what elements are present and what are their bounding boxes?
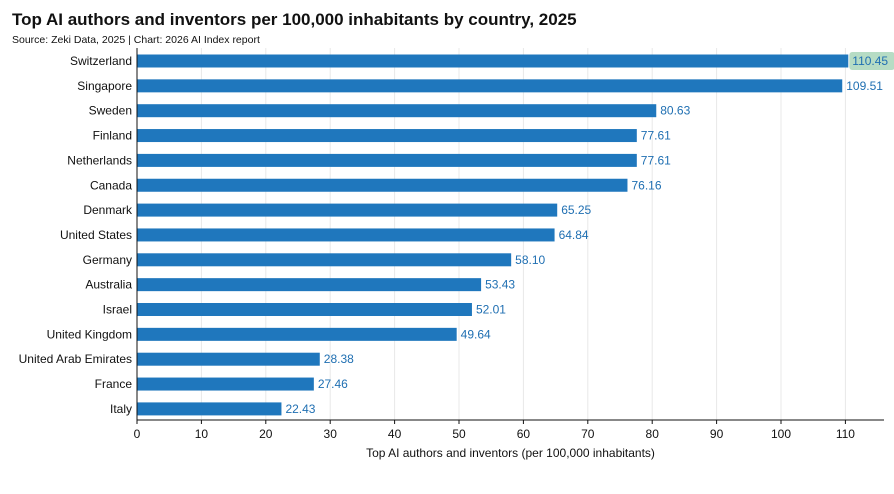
category-label: Canada — [90, 178, 132, 192]
bar — [137, 104, 657, 118]
value-label: 28.38 — [324, 352, 354, 366]
bar — [137, 303, 472, 316]
category-label: Italy — [110, 402, 132, 416]
category-label: Israel — [103, 303, 132, 317]
x-tick-label: 110 — [836, 427, 855, 441]
category-label: France — [95, 377, 133, 391]
value-label: 76.16 — [631, 178, 661, 192]
category-label: Sweden — [89, 104, 132, 118]
category-label: Finland — [93, 129, 132, 143]
value-label: 65.25 — [561, 203, 591, 217]
x-tick-label: 100 — [771, 427, 791, 441]
x-tick-label: 80 — [646, 427, 660, 441]
x-tick-label: 10 — [195, 427, 209, 441]
value-label: 27.46 — [318, 377, 348, 391]
bar — [137, 352, 320, 366]
bar — [137, 278, 482, 292]
x-tick-label: 40 — [388, 427, 402, 441]
category-label: Switzerland — [70, 54, 132, 68]
value-label-highlight — [849, 52, 894, 70]
bar — [137, 153, 637, 167]
bar — [137, 253, 512, 267]
x-tick-label: 0 — [134, 427, 141, 441]
x-ticks: 0 10 20 30 40 50 60 70 80 90 100 110 — [134, 420, 855, 441]
chart-title: Top AI authors and inventors per 100,000… — [12, 10, 577, 29]
bar — [137, 54, 849, 68]
category-label: United Arab Emirates — [19, 352, 132, 366]
value-label: 109.51 — [846, 79, 883, 93]
x-axis-title: Top AI authors and inventors (per 100,00… — [366, 446, 655, 460]
value-labels: 110.45 109.51 80.63 77.61 77.61 76.16 65.25 64.… — [285, 52, 894, 416]
value-label: 64.84 — [559, 228, 589, 242]
value-label: 77.61 — [641, 153, 671, 167]
x-tick-label: 90 — [710, 427, 724, 441]
value-label: 53.43 — [485, 278, 515, 292]
x-tick-label: 20 — [259, 427, 273, 441]
value-label: 110.45 — [852, 54, 888, 68]
bar — [137, 178, 628, 192]
value-label: 80.63 — [660, 104, 690, 118]
bar — [137, 327, 457, 341]
value-label: 52.01 — [476, 303, 506, 317]
category-label: Germany — [83, 253, 132, 267]
bar — [137, 203, 558, 217]
value-label: 77.61 — [641, 129, 671, 143]
category-label: United States — [60, 228, 132, 242]
category-label: Denmark — [83, 203, 133, 217]
category-label: Singapore — [77, 79, 132, 93]
category-label: Netherlands — [67, 153, 132, 167]
value-label: 58.10 — [515, 253, 545, 267]
bars — [137, 54, 849, 416]
category-label: United Kingdom — [47, 327, 132, 341]
bar — [137, 402, 282, 416]
bar — [137, 79, 843, 93]
x-tick-label: 30 — [324, 427, 338, 441]
value-label: 22.43 — [285, 402, 315, 416]
category-labels: Switzerland Singapore Sweden Finland Netherl… — [19, 54, 133, 416]
chart-subtitle: Source: Zeki Data, 2025 | Chart: 2026 AI… — [12, 34, 260, 46]
bar — [137, 129, 637, 143]
x-tick-label: 70 — [581, 427, 595, 441]
bar — [137, 228, 555, 242]
bar — [137, 377, 314, 391]
x-tick-label: 60 — [517, 427, 531, 441]
x-tick-label: 50 — [452, 427, 466, 441]
value-label: 49.64 — [461, 327, 491, 341]
category-label: Australia — [85, 278, 132, 292]
axes — [136, 48, 884, 421]
